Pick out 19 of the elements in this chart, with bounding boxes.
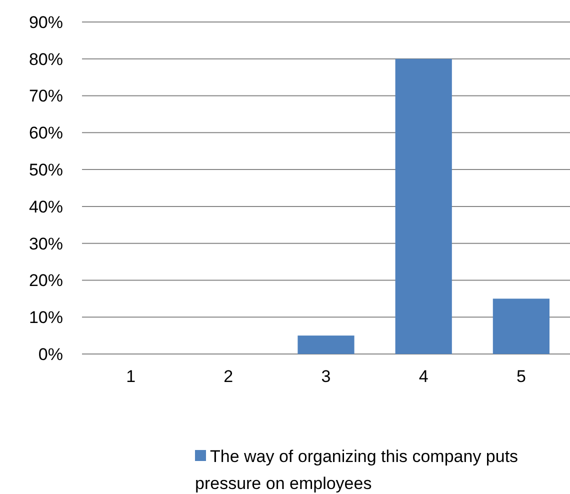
y-tick-label: 10%	[28, 308, 63, 328]
y-tick-label: 40%	[28, 197, 63, 216]
y-tick-label: 70%	[28, 86, 63, 106]
y-tick-label: 50%	[28, 160, 63, 180]
y-tick-label: 20%	[28, 271, 63, 290]
x-tick-label: 1	[126, 367, 136, 386]
x-tick-label: 5	[516, 367, 526, 386]
x-tick-label: 2	[224, 367, 234, 386]
y-tick-label: 90%	[28, 12, 63, 32]
legend-label: The way of organizing this company puts pressure on employees	[195, 447, 518, 493]
x-tick-label: 3	[321, 367, 331, 386]
y-tick-label: 0%	[38, 344, 63, 364]
y-tick-label: 30%	[28, 234, 63, 254]
bar	[395, 58, 452, 354]
x-tick-label: 4	[418, 367, 428, 386]
y-tick-label: 80%	[28, 50, 63, 69]
bar	[298, 336, 354, 354]
bar	[492, 298, 550, 354]
y-tick-label: 60%	[28, 124, 63, 143]
